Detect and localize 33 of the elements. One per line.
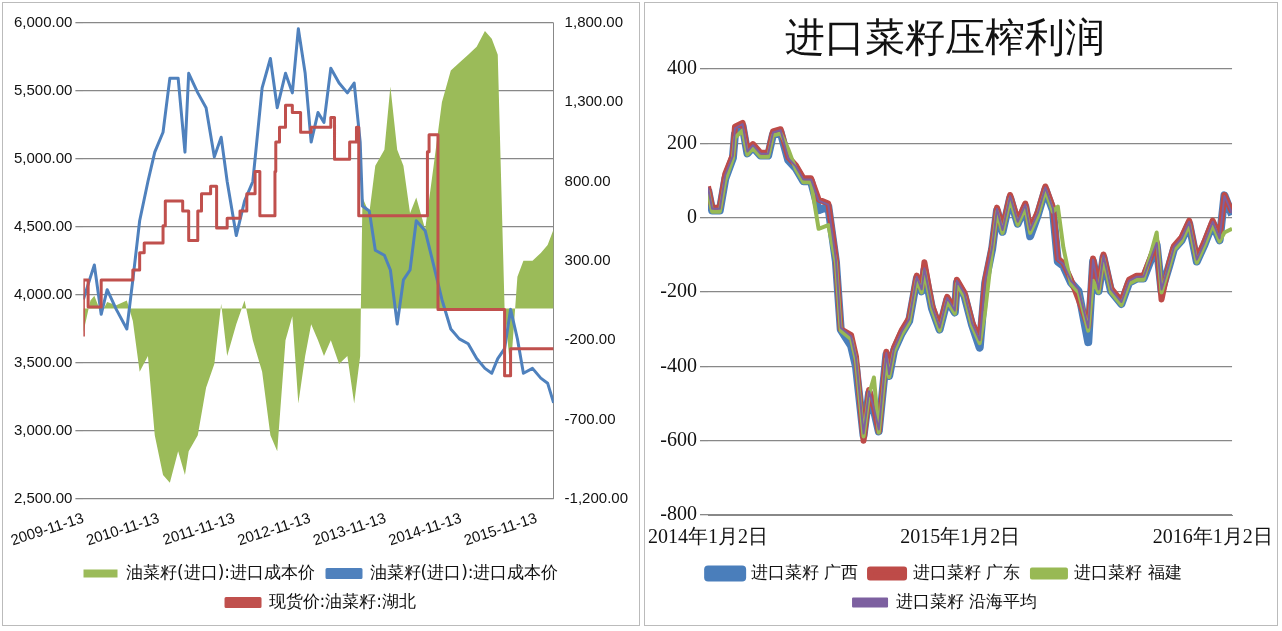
y-tick-label: 5,500.00 — [14, 81, 73, 99]
y-tick-label: 4,000.00 — [14, 284, 73, 302]
y-tick-label: 0 — [687, 204, 697, 227]
y-tick-label: -600 — [660, 427, 697, 450]
x-tick-label: 2015年1月2日 — [900, 525, 1021, 548]
legend-label: 现货价:油菜籽:湖北 — [268, 590, 416, 611]
y2-tick-label: -700.00 — [564, 409, 616, 427]
y-tick-label: 3,000.00 — [14, 420, 73, 438]
legend-label: 油菜籽(进口):进口成本价 — [126, 561, 316, 582]
y-tick-label: 4,500.00 — [14, 217, 73, 235]
y-tick-label: -200 — [660, 279, 697, 302]
y-tick-label: 400 — [667, 56, 697, 79]
legend-label: 进口菜籽 广东 — [912, 561, 1020, 582]
y2-tick-label: 1,800.00 — [564, 13, 624, 31]
chart-title: 进口菜籽压榨利润 — [785, 14, 1105, 61]
y-tick-label: 2,500.00 — [14, 488, 73, 506]
y2-tick-label: -1,200.00 — [564, 488, 629, 506]
legend-label: 进口菜籽 广西 — [750, 561, 859, 582]
y2-tick-label: 800.00 — [564, 171, 611, 189]
y2-tick-label: 1,300.00 — [564, 92, 624, 110]
y-tick-label: 200 — [667, 130, 697, 153]
y2-tick-label: -200.00 — [564, 330, 616, 348]
y-tick-label: -800 — [660, 502, 697, 525]
y2-tick-label: 300.00 — [564, 251, 611, 268]
legend-label: 进口菜籽 沿海平均 — [895, 590, 1037, 611]
y-tick-label: 6,000.00 — [14, 13, 73, 31]
x-tick-label: 2016年1月2日 — [1152, 525, 1273, 548]
y-tick-label: 3,500.00 — [14, 352, 73, 370]
x-tick-label: 2014年1月2日 — [648, 525, 768, 548]
y-tick-label: -400 — [660, 353, 697, 376]
legend-label: 油菜籽(进口):进口成本价 — [369, 561, 559, 582]
legend-label: 进口菜籽 福建 — [1074, 561, 1182, 582]
y-tick-label: 5,000.00 — [14, 149, 73, 167]
